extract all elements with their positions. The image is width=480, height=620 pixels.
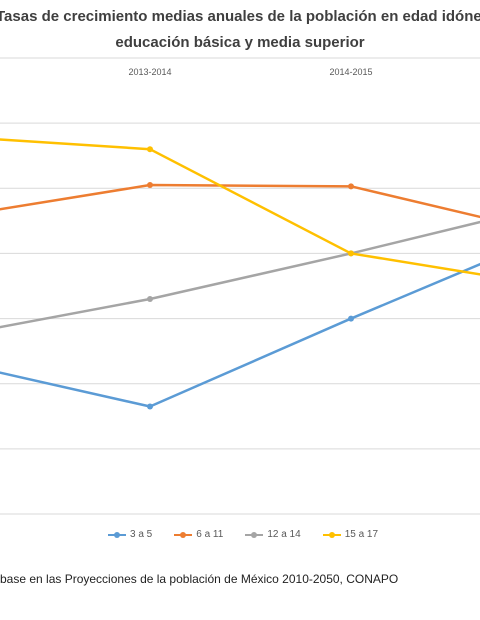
data-point: [147, 296, 153, 303]
legend-item: 12 a 14: [245, 529, 301, 540]
legend-item: 15 a 17: [322, 529, 379, 540]
series-line-3-a-5: [0, 262, 480, 408]
chart-legend: 3 a 5 6 a 11 12 a 14 15 a 17: [108, 529, 378, 540]
legend-item: 6 a 11: [174, 529, 223, 540]
x-tick-label: 2014-2015: [329, 67, 372, 77]
chart-title-line2: educación básica y media superior: [115, 34, 365, 51]
series-line-12-a-14: [0, 220, 480, 329]
series-line-15-a-17: [0, 138, 480, 276]
legend-label: 3 a 5: [130, 529, 153, 540]
legend-swatch: [245, 531, 264, 538]
legend-label: 12 a 14: [267, 529, 301, 540]
legend-swatch: [108, 531, 126, 538]
series-line-6-a-11: [0, 183, 480, 219]
data-point: [147, 403, 153, 410]
legend-label: 6 a 11: [196, 529, 224, 540]
data-point: [147, 182, 153, 189]
legend-item: 3 a 5: [108, 529, 152, 540]
legend-swatch: [174, 531, 193, 538]
x-tick-label: 2013-2014: [128, 67, 171, 77]
data-point: [348, 183, 354, 190]
data-point: [147, 146, 153, 153]
data-point: [348, 250, 354, 257]
chart-title-line1: Tasas de crecimiento medias anuales de l…: [0, 8, 480, 25]
legend-label: 15 a 17: [344, 529, 379, 540]
data-point: [348, 315, 354, 322]
source-note: base en las Proyecciones de la población…: [0, 572, 399, 586]
legend-swatch: [322, 531, 341, 538]
